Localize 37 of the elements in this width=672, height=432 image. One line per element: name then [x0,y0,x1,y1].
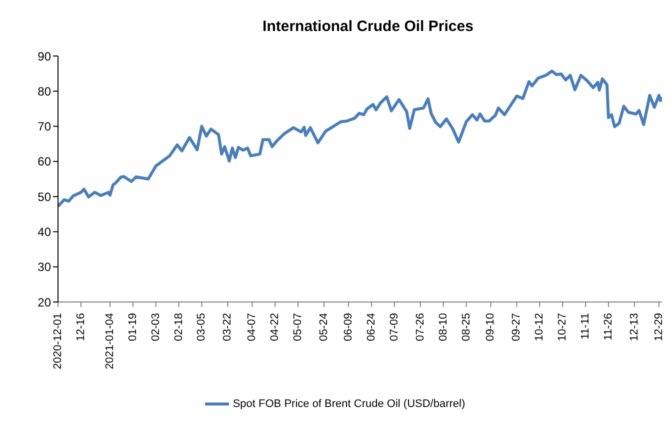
y-tick-label: 20 [38,295,52,310]
line-series [58,70,662,208]
x-tick-label: 04-22 [269,313,282,342]
y-tick-label: 50 [38,190,52,204]
x-tick-label: 12-13 [628,313,640,342]
y-tick-label: 70 [38,120,52,134]
legend-label: Spot FOB Price of Brent Crude Oil (USD/barrel) [232,398,466,410]
x-tick-label: 09-10 [484,313,497,342]
x-tick-label: 10-12 [534,313,546,342]
x-tick-label: 05-24 [318,313,330,342]
x-tick-label: 03-05 [196,313,208,342]
y-tick-label: 90 [38,49,52,64]
x-tick-label: 07-09 [388,313,400,342]
x-tick-label: 2021-01-04 [104,313,116,370]
x-tick-label: 03-22 [222,313,234,342]
x-tick-label: 11-26 [602,313,614,340]
x-tick-label: 09-27 [510,313,523,342]
x-tick-label: 12-29 [652,313,665,342]
y-tick-label: 80 [38,84,52,98]
x-tick-label: 08-25 [460,313,472,342]
x-tick-label: 08-10 [437,313,450,342]
x-tick-label: 11-11 [580,313,592,340]
x-tick-label: 06-09 [342,313,355,342]
x-tick-label: 01-19 [126,313,139,342]
x-tick-label: 05-07 [292,313,304,342]
x-tick-label: 04-07 [246,313,258,342]
x-tick-label: 10-27 [556,313,569,342]
y-tick-label: 30 [38,260,52,274]
x-tick-label: 06-24 [365,313,378,342]
x-tick-label: 02-18 [172,313,185,342]
y-tick-label: 60 [38,154,52,169]
x-tick-label: 02-03 [150,313,162,342]
x-tick-label: 07-26 [414,313,426,342]
y-tick-label: 40 [38,224,52,239]
chart-title: International Crude Oil Prices [262,17,474,37]
x-tick-label: 2020-12-01 [52,313,64,370]
x-tick-label: 12-16 [74,313,87,342]
